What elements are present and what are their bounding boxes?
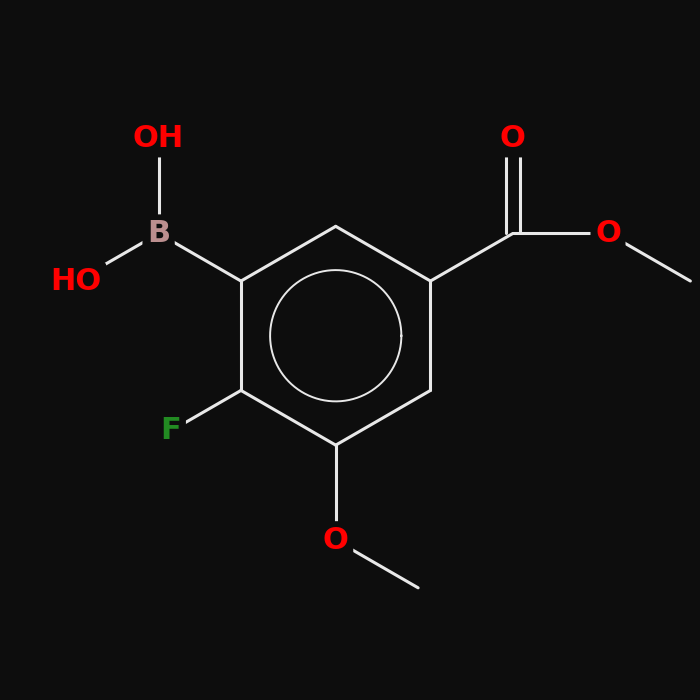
Text: F: F	[160, 416, 181, 445]
Text: B: B	[147, 219, 170, 248]
Text: OH: OH	[133, 124, 184, 153]
Text: O: O	[500, 124, 526, 153]
Text: HO: HO	[50, 267, 102, 295]
Text: O: O	[595, 219, 621, 248]
Text: O: O	[323, 526, 349, 555]
